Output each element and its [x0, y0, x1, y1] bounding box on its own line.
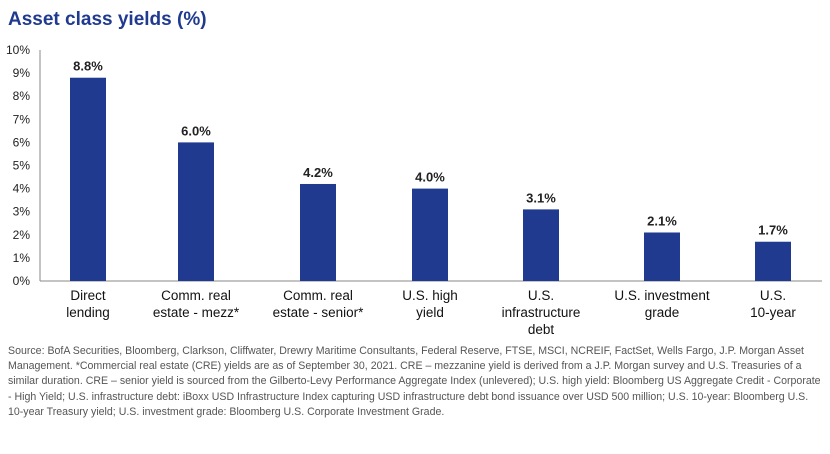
y-tick-label: 6%	[13, 135, 31, 149]
y-tick-label: 0%	[13, 274, 31, 288]
x-tick-label: Comm. real	[161, 288, 231, 303]
data-label: 6.0%	[181, 123, 211, 138]
data-label: 1.7%	[758, 223, 788, 238]
data-label: 4.0%	[415, 170, 445, 185]
bar	[178, 142, 214, 281]
x-tick-label: yield	[416, 305, 444, 320]
bar	[300, 183, 336, 281]
x-tick-label: U.S. high	[402, 288, 458, 303]
x-tick-label: 10-year	[750, 305, 796, 320]
y-tick-label: 9%	[13, 66, 31, 80]
bar	[644, 232, 680, 281]
x-tick-label: debt	[528, 322, 555, 337]
source-note: Source: BofA Securities, Bloomberg, Clar…	[8, 345, 821, 418]
y-tick-label: 10%	[6, 43, 30, 57]
x-tick-label: estate - senior*	[273, 305, 365, 320]
x-tick-label: lending	[66, 305, 110, 320]
x-tick-label: grade	[645, 305, 680, 320]
x-tick-label: infrastructure	[502, 305, 581, 320]
x-tick-label: U.S.	[760, 288, 786, 303]
y-tick-label: 4%	[13, 182, 31, 196]
x-tick-label: U.S.	[528, 288, 554, 303]
y-tick-label: 8%	[13, 89, 31, 103]
data-label: 2.1%	[647, 213, 677, 228]
data-label: 8.8%	[73, 59, 103, 74]
chart-title: Asset class yields (%)	[8, 9, 207, 30]
y-tick-label: 2%	[13, 228, 31, 242]
y-tick-label: 1%	[13, 251, 31, 265]
y-tick-label: 3%	[13, 205, 31, 219]
x-tick-label: estate - mezz*	[153, 305, 240, 320]
bar	[70, 77, 106, 281]
x-tick-label: U.S. investment	[614, 288, 710, 303]
y-tick-label: 5%	[13, 159, 31, 173]
bar	[755, 241, 791, 281]
data-label: 3.1%	[526, 190, 556, 205]
bar	[412, 188, 448, 281]
bar-chart: 0% 1% 2% 3% 4% 5% 6% 7% 8% 9% 10% 8.8% Direct lending…	[6, 43, 822, 337]
y-tick-label: 7%	[13, 112, 31, 126]
data-label: 4.2%	[303, 165, 333, 180]
bar	[523, 209, 559, 281]
x-tick-label: Direct	[70, 288, 106, 303]
x-tick-label: Comm. real	[283, 288, 353, 303]
